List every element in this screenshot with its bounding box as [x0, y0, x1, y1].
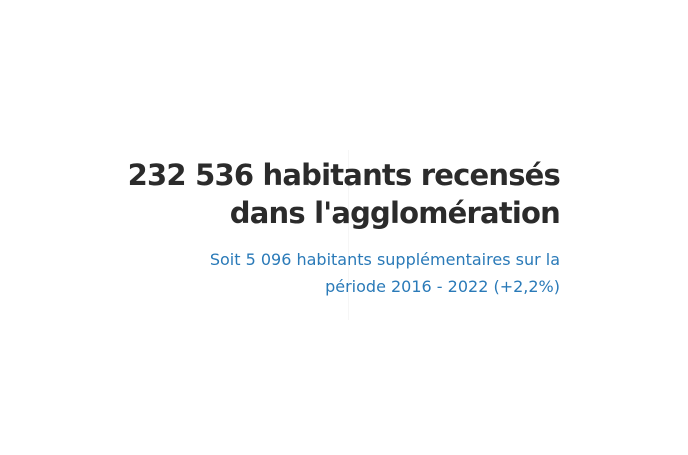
subtitle: Soit 5 096 habitants supplémentaires sur…: [209, 250, 560, 296]
title: 232 536 habitants recensés dans l'agglom…: [127, 158, 561, 230]
divider: [348, 150, 349, 320]
